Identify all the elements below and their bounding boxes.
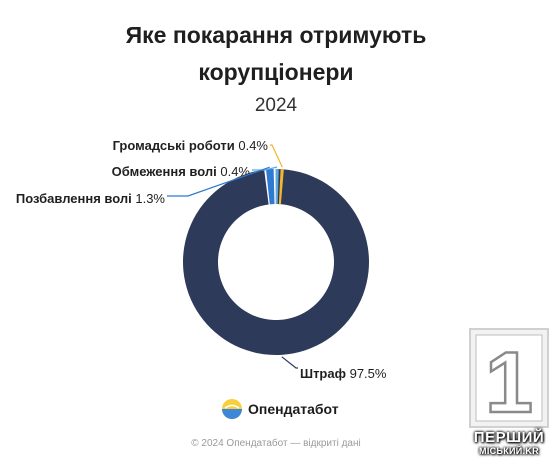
slice-позбавлення-волі [266,169,275,205]
watermark-logo-icon: 1 [469,328,549,432]
slice-обмеження-волі [275,169,279,205]
watermark: 1 ПЕРШИЙ МІСЬКИЙ.KR [466,326,552,460]
data-label-громадські-роботи: Громадські роботи 0.4% [113,138,269,153]
chart-subtitle: 2024 [254,95,298,116]
brand: Опендатабот [222,399,339,419]
chart-title-line-2: корупціонери [198,59,354,85]
watermark-line-2: МІСЬКИЙ.KR [479,446,539,456]
watermark-line-1: ПЕРШИЙ [473,429,545,446]
opendatabot-logo-icon [222,399,242,419]
data-label-штраф: Штраф 97.5% [300,366,387,381]
data-label-позбавлення-волі: Позбавлення волі 1.3% [16,191,166,206]
leader-line-громадські-роботи [270,144,283,168]
footer-credit: © 2024 Опендатабот — відкриті дані [191,438,361,449]
watermark-digit: 1 [485,335,533,430]
slice-штраф [183,169,370,355]
leader-line-обмеження-волі [252,166,278,171]
chart-title-line-1: Яке покарання отримують [125,22,427,48]
brand-name: Опендатабот [248,401,339,417]
slice-громадські-роботи [278,169,284,205]
data-label-обмеження-волі: Обмеження волі 0.4% [112,164,251,179]
leader-line-штраф [281,356,298,369]
leader-line-позбавлення-волі [167,166,270,197]
